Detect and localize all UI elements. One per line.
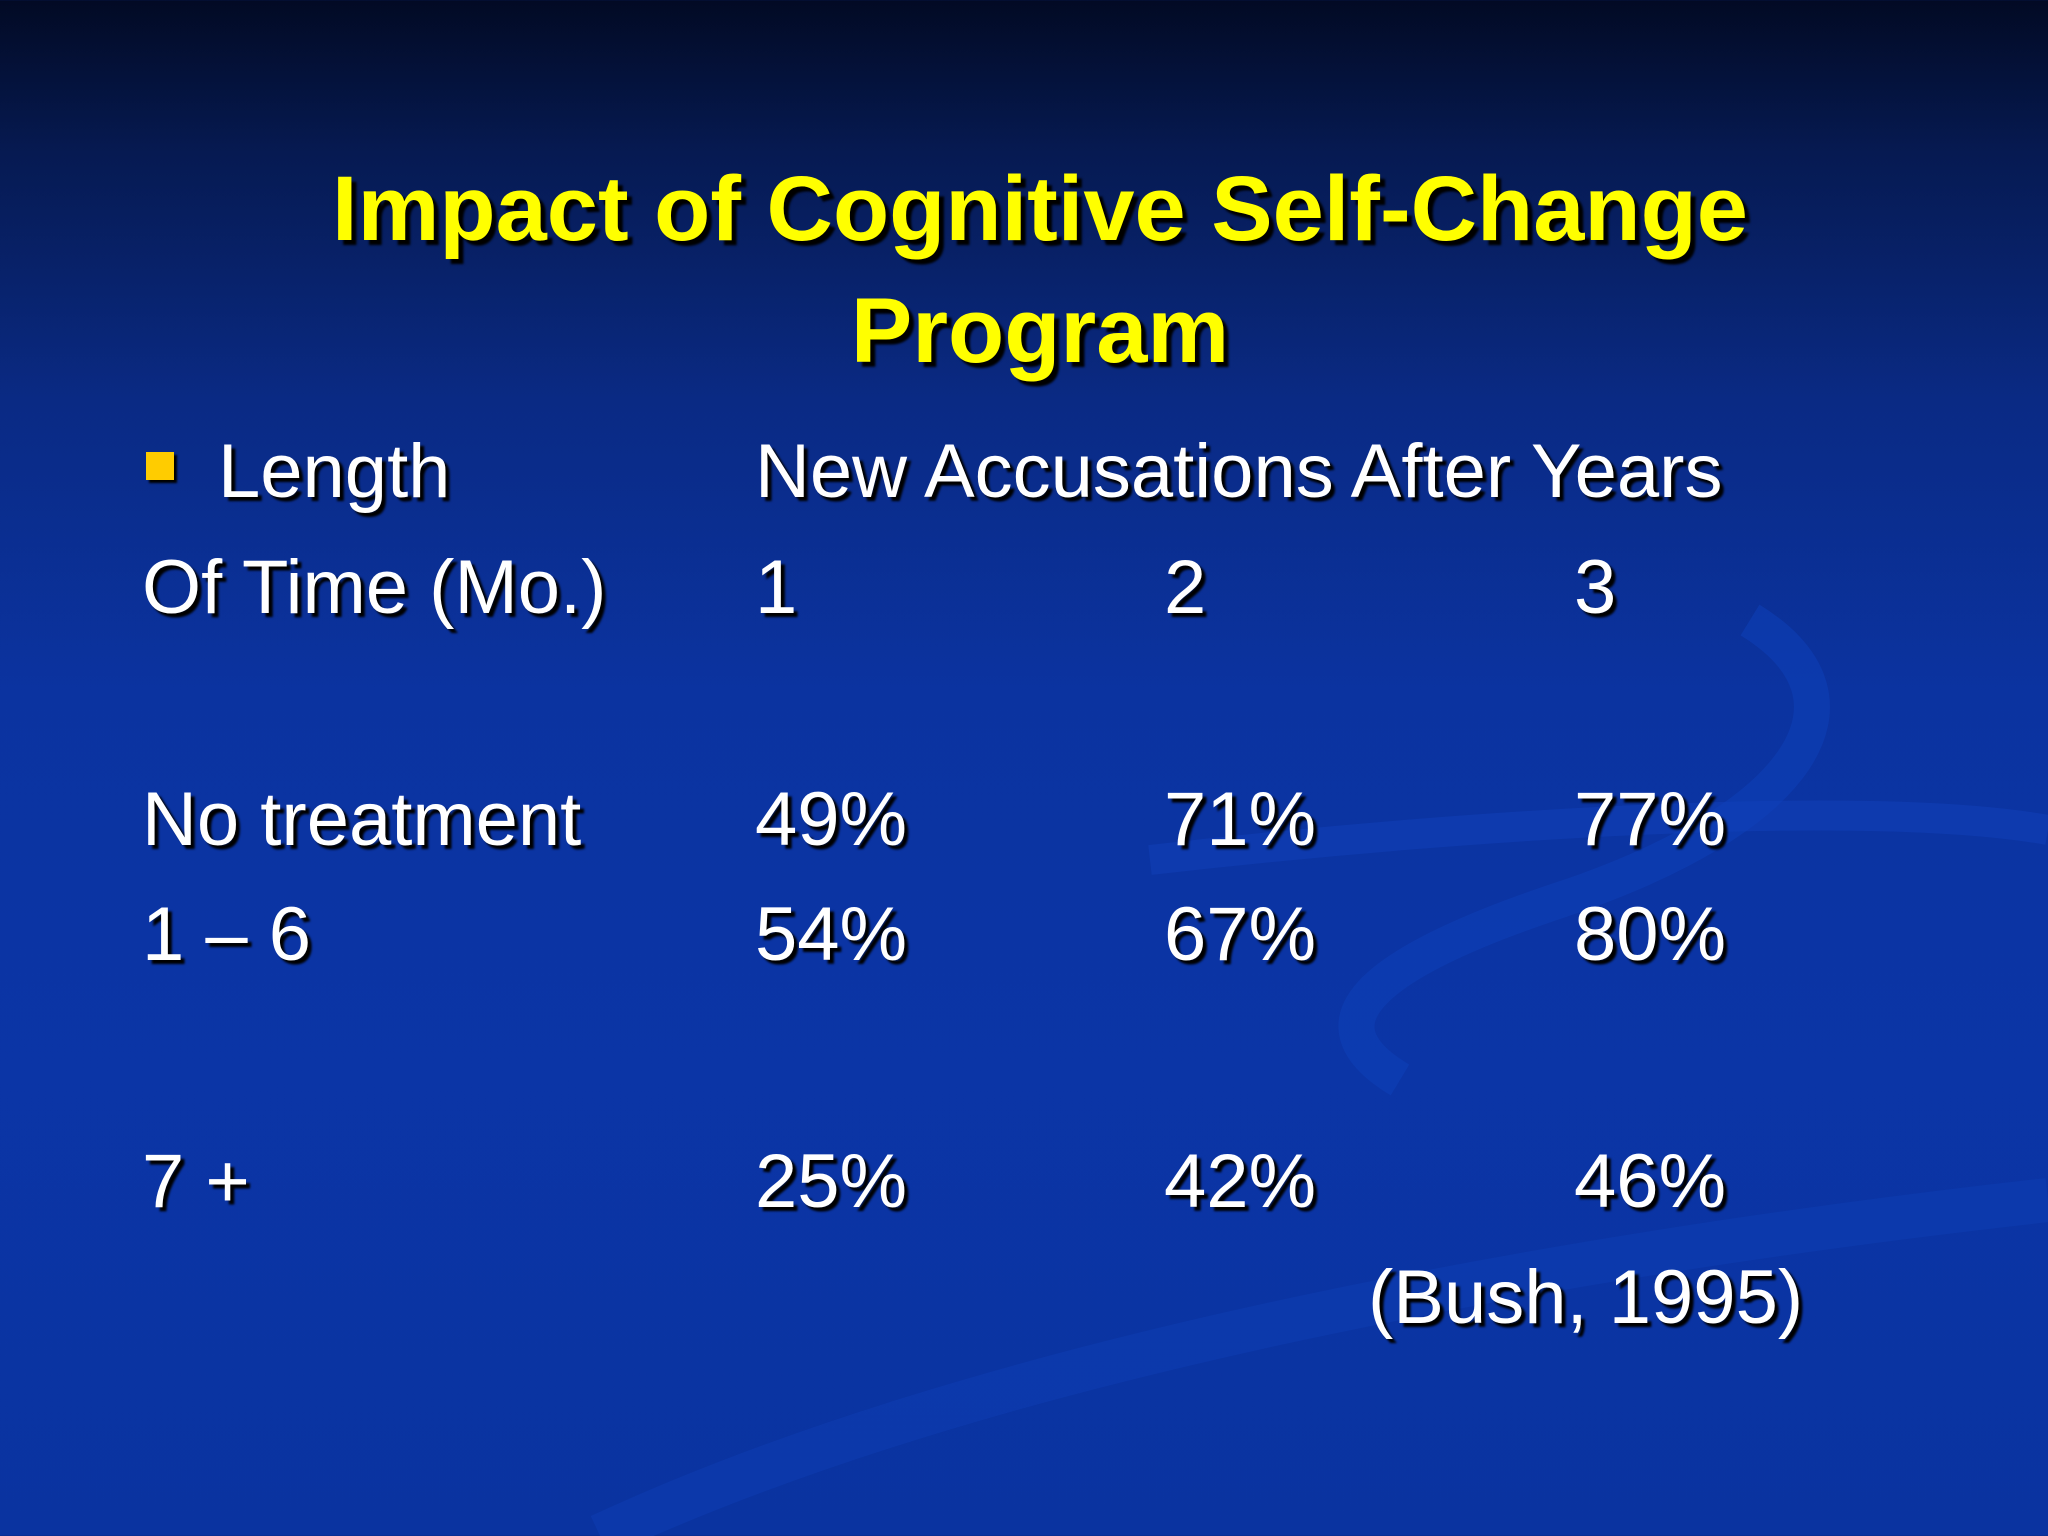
table-cell: 80% — [1574, 892, 1727, 977]
table-cell: 49% — [755, 777, 908, 862]
table-cell: 71% — [1164, 777, 1317, 862]
row-label-no-treatment: No treatment — [142, 777, 582, 862]
slide-title: Impact of Cognitive Self-Change Program — [0, 148, 2048, 392]
slide-title-line-1: Impact of Cognitive Self-Change — [332, 158, 1748, 260]
slide-title-line-2: Program — [850, 280, 1230, 382]
year-header-3: 3 — [1574, 545, 1617, 630]
table-cell: 25% — [755, 1139, 908, 1224]
table-cell: 42% — [1164, 1139, 1317, 1224]
table-cell: 46% — [1574, 1139, 1727, 1224]
row-label-1-6: 1 – 6 — [142, 892, 312, 977]
square-bullet-icon — [146, 452, 174, 480]
table-cell: 67% — [1164, 892, 1317, 977]
row-header-label: Of Time (Mo.) — [142, 545, 607, 630]
bullet-label-length: Length — [218, 429, 451, 514]
citation: (Bush, 1995) — [1368, 1255, 1804, 1340]
column-heading: New Accusations After Years — [755, 429, 1723, 514]
year-header-2: 2 — [1164, 545, 1207, 630]
table-cell: 54% — [755, 892, 908, 977]
year-header-1: 1 — [755, 545, 798, 630]
table-cell: 77% — [1574, 777, 1727, 862]
row-label-7-plus: 7 + — [142, 1139, 250, 1224]
